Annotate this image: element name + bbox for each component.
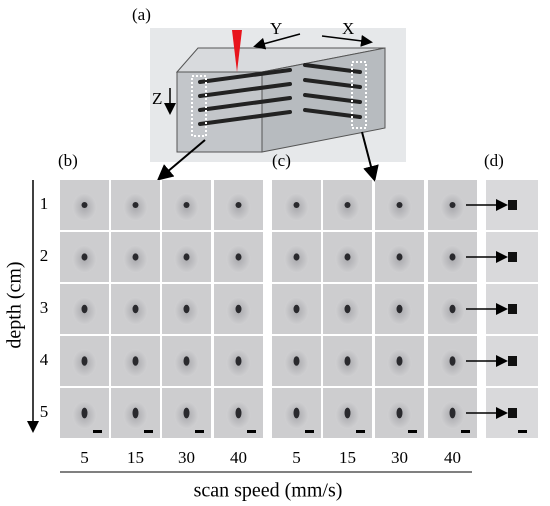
spot xyxy=(183,407,190,419)
spot xyxy=(132,407,139,419)
spot xyxy=(81,407,88,419)
depth-label: 5 xyxy=(40,402,49,421)
spot xyxy=(183,356,190,366)
spot xyxy=(132,356,139,366)
speed-label: 40 xyxy=(230,448,247,467)
panel-label: (a) xyxy=(132,5,151,24)
axis-label: Z xyxy=(152,89,162,108)
spot xyxy=(449,202,456,208)
depth-label: 1 xyxy=(40,194,49,213)
spot xyxy=(235,304,242,314)
scale-bar xyxy=(408,430,417,433)
spot xyxy=(293,356,300,366)
depth-label: 4 xyxy=(40,350,49,369)
spot xyxy=(344,202,351,208)
scale-bar xyxy=(93,430,102,433)
scale-bar xyxy=(518,430,527,433)
scale-bar xyxy=(356,430,365,433)
selection-box xyxy=(191,75,207,137)
depth-label: 3 xyxy=(40,298,49,317)
scan-lines xyxy=(198,63,362,126)
spot xyxy=(235,253,242,261)
panel-label: (c) xyxy=(272,151,291,170)
x-arrow xyxy=(321,34,373,47)
depth-title: depth (cm) xyxy=(4,261,26,348)
spot xyxy=(132,253,139,261)
defect xyxy=(508,356,517,366)
schematic: Y X Z xyxy=(150,19,406,162)
spot xyxy=(81,356,88,366)
spot xyxy=(293,407,300,419)
spot xyxy=(344,356,351,366)
spot xyxy=(132,304,139,314)
speed-title: scan speed (mm/s) xyxy=(194,480,343,502)
spot xyxy=(81,304,88,314)
image-grid xyxy=(60,180,538,438)
spot xyxy=(396,304,403,314)
spot xyxy=(449,253,456,261)
defect xyxy=(508,252,517,262)
spot xyxy=(344,304,351,314)
pointer-arrow xyxy=(156,139,206,181)
speed-label: 30 xyxy=(391,448,408,467)
speed-label: 5 xyxy=(292,448,301,467)
spot xyxy=(183,304,190,314)
spot xyxy=(293,304,300,314)
speed-label: 15 xyxy=(339,448,356,467)
scale-bar xyxy=(144,430,153,433)
spot xyxy=(449,304,456,314)
depth-label: 2 xyxy=(40,246,49,265)
speed-label: 40 xyxy=(444,448,461,467)
spot xyxy=(396,202,403,208)
spot xyxy=(396,407,403,419)
spot xyxy=(81,202,88,208)
spot xyxy=(293,202,300,208)
spot xyxy=(183,253,190,261)
spot xyxy=(293,253,300,261)
laser xyxy=(232,30,242,72)
box-front xyxy=(176,71,263,153)
spot xyxy=(344,253,351,261)
speed-label: 15 xyxy=(127,448,144,467)
panel-label: (d) xyxy=(484,151,504,170)
defect xyxy=(508,408,517,418)
spot xyxy=(344,407,351,419)
spot xyxy=(449,356,456,366)
spot xyxy=(235,356,242,366)
y-arrow xyxy=(253,33,301,50)
spot xyxy=(81,253,88,261)
defect xyxy=(508,200,517,210)
spot xyxy=(235,202,242,208)
spot xyxy=(235,407,242,419)
spot xyxy=(396,356,403,366)
pointer-arrow xyxy=(361,131,379,182)
spot xyxy=(396,253,403,261)
scale-bar xyxy=(461,430,470,433)
scale-bar xyxy=(247,430,256,433)
scale-bar xyxy=(195,430,204,433)
axis-label: Y xyxy=(270,19,282,38)
speed-label: 5 xyxy=(80,448,89,467)
spot xyxy=(449,407,456,419)
spot xyxy=(132,202,139,208)
spot xyxy=(183,202,190,208)
panel-label: (b) xyxy=(58,151,78,170)
axis-label: X xyxy=(342,19,354,38)
defect xyxy=(508,304,517,314)
box-side xyxy=(261,47,386,153)
scale-bar xyxy=(305,430,314,433)
speed-label: 30 xyxy=(178,448,195,467)
